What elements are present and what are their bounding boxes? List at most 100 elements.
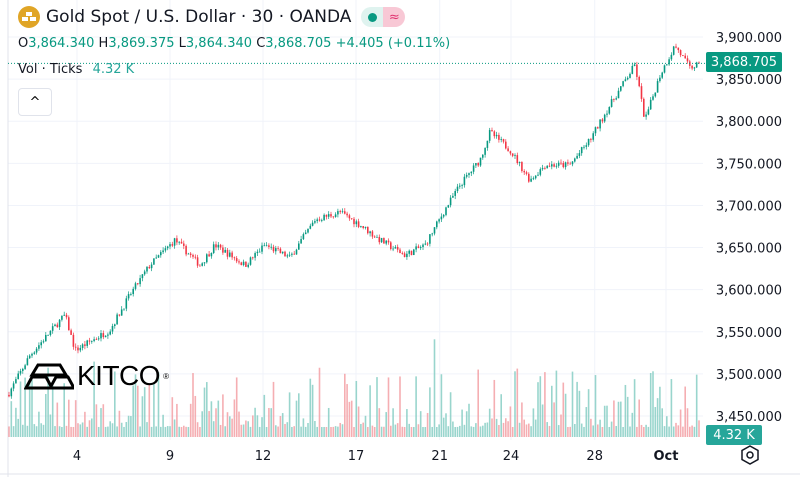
collapse-legend-button[interactable]: ^: [18, 88, 52, 116]
candle-body: [139, 278, 141, 285]
volume-bar: [622, 426, 624, 437]
market-status[interactable]: ≈: [361, 7, 406, 27]
candle-body: [203, 262, 206, 264]
volume-bar: [270, 408, 272, 437]
candle-body: [284, 251, 286, 257]
close-value: 3,868.705: [265, 36, 332, 51]
candle-body: [693, 67, 696, 69]
volume-bar: [659, 386, 661, 437]
volume-bar: [277, 426, 279, 437]
chart-settings-icon[interactable]: [740, 445, 760, 465]
volume-bar: [401, 426, 404, 437]
candle-body: [339, 211, 341, 213]
volume-bar: [84, 411, 86, 437]
candle-body: [511, 153, 514, 156]
candle-body: [143, 271, 146, 275]
candle-body: [268, 245, 270, 247]
candle-body: [355, 221, 358, 225]
candle-body: [162, 250, 164, 253]
volume-bar: [72, 426, 75, 437]
volume-bar: [516, 368, 519, 437]
volume-bar: [201, 411, 203, 437]
candle-body: [164, 248, 167, 251]
candle-body: [647, 109, 650, 115]
volume-bar: [15, 407, 17, 437]
candle-body: [567, 162, 569, 164]
volume-bar: [576, 381, 578, 437]
volume-bar: [378, 408, 381, 437]
volume-bar: [564, 393, 567, 437]
volume-bar: [472, 426, 475, 437]
volume-bar: [208, 411, 210, 437]
volume-bar: [8, 426, 10, 437]
candle-body: [272, 246, 275, 252]
volume-bar: [104, 426, 107, 437]
volume-bar: [380, 426, 383, 437]
candle-body: [610, 99, 613, 107]
candle-body: [530, 178, 532, 182]
volume-bar: [452, 421, 454, 437]
volume-bar: [132, 385, 134, 437]
candle-body: [263, 245, 266, 247]
volume-bar: [337, 426, 339, 437]
candle-body: [392, 248, 394, 250]
volume-bar: [539, 376, 542, 437]
volume-bar: [417, 424, 420, 437]
volume-bar: [488, 408, 491, 437]
candle-body: [436, 221, 438, 228]
volume-bar: [689, 426, 691, 437]
candle-body: [77, 347, 79, 351]
candle-body: [413, 249, 415, 256]
candle-body: [311, 222, 314, 226]
x-tick-label: 9: [166, 449, 174, 464]
volume-bar: [279, 416, 282, 437]
volume-bar: [521, 402, 523, 437]
volume-bar: [268, 407, 270, 437]
volume-bar: [557, 425, 560, 437]
volume-bar: [684, 386, 686, 437]
volume-bar: [654, 407, 657, 437]
last-volume-tag: 4.32 K: [706, 425, 762, 445]
symbol-title[interactable]: Gold Spot / U.S. Dollar · 30 · OANDA: [46, 7, 352, 27]
candle-body: [663, 65, 666, 73]
volume-bar: [107, 426, 109, 437]
candle-body: [153, 258, 155, 265]
candle-body: [649, 99, 652, 110]
candle-body: [645, 114, 647, 117]
volume-bar: [226, 412, 229, 437]
volume-bar: [376, 377, 378, 437]
chart-header: Gold Spot / U.S. Dollar · 30 · OANDA ≈: [18, 6, 406, 28]
candle-body: [396, 246, 399, 250]
volume-bar: [137, 385, 139, 437]
low-label: L: [178, 36, 186, 51]
volume-bar: [155, 426, 157, 437]
volume-bar: [127, 415, 130, 437]
volume-bar: [491, 418, 493, 437]
candle-body: [507, 148, 509, 152]
volume-legend[interactable]: Vol · Ticks 4.32 K: [18, 62, 134, 77]
volume-bar: [615, 425, 617, 437]
volume-bar: [482, 425, 484, 437]
volume-bar: [304, 426, 307, 437]
volume-bar: [486, 422, 489, 437]
volume-bar: [311, 384, 314, 437]
volume-bar: [26, 425, 29, 437]
candle-body: [408, 250, 410, 254]
candle-body: [594, 127, 597, 134]
volume-bar: [321, 426, 323, 437]
candle-body: [385, 240, 387, 244]
candle-body: [348, 215, 351, 219]
candle-body: [548, 165, 551, 167]
volume-bar: [146, 422, 148, 437]
volume-bar: [256, 415, 259, 437]
candle-body: [19, 370, 22, 374]
volume-bar: [318, 367, 321, 437]
volume-bar: [385, 412, 387, 437]
volume-bar: [679, 409, 682, 437]
volume-bar: [553, 402, 555, 437]
candle-body: [109, 331, 111, 335]
candle-body: [173, 238, 176, 246]
volume-label: Vol · Ticks: [18, 62, 83, 77]
candle-body: [217, 244, 220, 248]
